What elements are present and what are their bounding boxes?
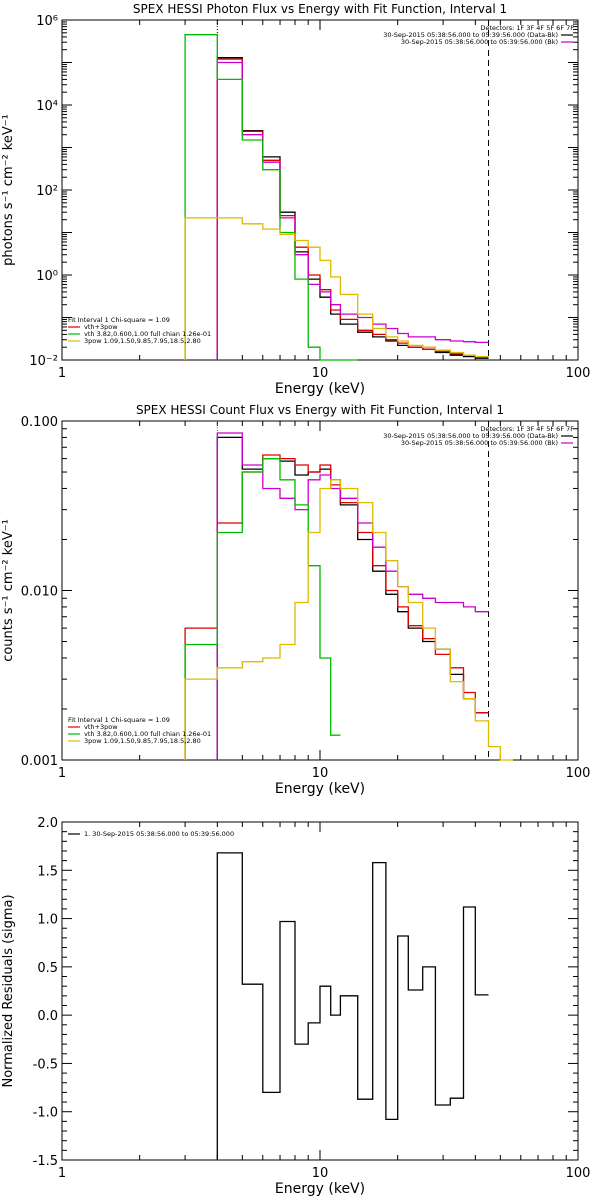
photon-flux-panel: 1 10 100 10⁻² 10⁰ 10² 10⁴ 10⁶ SPEX HESSI Photon … xyxy=(1,2,590,397)
y-tick-label: 10⁰ xyxy=(36,269,58,284)
count-flux-panel: 1 10 100 0.001 0.010 0.100 SPEX HESSI Count Fl… xyxy=(1,403,590,797)
y-tick-label: 0.0 xyxy=(37,1009,58,1024)
header-interval-text: 30-Sep-2015 05:38:56.000 to 05:39:56.000… xyxy=(383,432,558,440)
series-line-vth xyxy=(184,34,358,361)
legend-text: Fit Interval 1 Chi-square = 1.09 xyxy=(68,716,170,724)
x-tick-label: 1 xyxy=(58,366,66,381)
y-tick-label: 0.100 xyxy=(21,415,58,430)
legend-text: vth 3.82,0.600,1.00 full chian 1.26e-01 xyxy=(84,730,211,738)
x-tick-label: 100 xyxy=(566,1166,591,1181)
series-line-3pow xyxy=(184,217,489,360)
series-line-data-bk xyxy=(216,436,489,760)
legend-text: vth 3.82,0.600,1.00 full chian 1.26e-01 xyxy=(84,330,211,338)
series-line-bk xyxy=(216,432,489,760)
header-interval-text: 30-Sep-2015 05:38:56.000 to 05:39:56.000… xyxy=(401,439,558,447)
y-tick-label: 2.0 xyxy=(37,816,58,831)
series-line-bk xyxy=(216,61,489,360)
legend-text: Fit Interval 1 Chi-square = 1.09 xyxy=(68,316,170,324)
y-tick-label: 10⁴ xyxy=(36,99,58,114)
y-tick-label: 0.5 xyxy=(37,961,58,976)
x-tick-label: 1 xyxy=(58,1166,66,1181)
x-tick-label: 100 xyxy=(566,366,591,381)
y-tick-label: -0.5 xyxy=(33,1057,58,1072)
series-line-vth-3pow xyxy=(184,454,489,760)
series-line-3pow xyxy=(184,479,513,761)
x-tick-label: 10 xyxy=(312,1166,329,1181)
y-tick-label: 0.001 xyxy=(21,754,58,769)
plot-frame xyxy=(61,19,579,361)
chart-title: SPEX HESSI Count Flux vs Energy with Fit… xyxy=(136,403,504,417)
y-tick-label: 10⁻² xyxy=(29,354,58,369)
y-tick-label: 10⁶ xyxy=(36,14,58,29)
series-line-vth-3pow xyxy=(216,58,489,360)
detectors-label: Detectors: 1F 3F 4F 5F 6F 7F xyxy=(480,425,574,433)
residuals-panel: 1 10 100 -1.5 -1.0 -0.5 0.0 0.5 1.0 1.5 2.0 Energy … xyxy=(1,816,590,1197)
legend-text: 3pow 1.09,1.50,9.85,7.95,18.5,2.80 xyxy=(84,337,201,345)
header-interval-text: 30-Sep-2015 05:38:56.000 to 05:39:56.000… xyxy=(401,38,558,46)
y-axis-label: counts s⁻¹ cm⁻² keV⁻¹ xyxy=(1,519,16,662)
header-interval-text: 30-Sep-2015 05:38:56.000 to 05:39:56.000… xyxy=(383,31,558,39)
y-tick-label: -1.5 xyxy=(33,1154,58,1169)
y-tick-label: 1.5 xyxy=(37,864,58,879)
y-tick-label: -1.0 xyxy=(33,1106,58,1121)
detectors-label: Detectors: 1F 3F 4F 5F 6F 7F xyxy=(480,24,574,32)
x-tick-label: 10 xyxy=(312,766,329,781)
x-tick-label: 1 xyxy=(58,766,66,781)
y-axis-label: photons s⁻¹ cm⁻² keV⁻¹ xyxy=(1,114,16,266)
y-axis-label: Normalized Residuals (sigma) xyxy=(1,894,16,1087)
legend-text: 1. 30-Sep-2015 05:38:56.000 to 05:39:56.… xyxy=(84,830,234,838)
x-axis-label: Energy (keV) xyxy=(275,381,365,397)
legend-text: 3pow 1.09,1.50,9.85,7.95,18.5,2.80 xyxy=(84,737,201,745)
x-tick-label: 100 xyxy=(566,766,591,781)
y-tick-label: 0.010 xyxy=(21,585,58,600)
x-axis-label: Energy (keV) xyxy=(275,1181,365,1197)
legend-text: vth+3pow xyxy=(84,323,118,331)
chart-title: SPEX HESSI Photon Flux vs Energy with Fi… xyxy=(133,2,507,16)
series-line-vth xyxy=(184,457,341,760)
series-line-1-30-sep-2015-05-38-56-000-to-05-39-56-000 xyxy=(216,852,489,1160)
x-axis-label: Energy (keV) xyxy=(275,781,365,797)
y-tick-label: 1.0 xyxy=(37,913,58,928)
x-tick-label: 10 xyxy=(312,366,329,381)
legend-text: vth+3pow xyxy=(84,723,118,731)
y-tick-label: 10² xyxy=(36,184,58,199)
